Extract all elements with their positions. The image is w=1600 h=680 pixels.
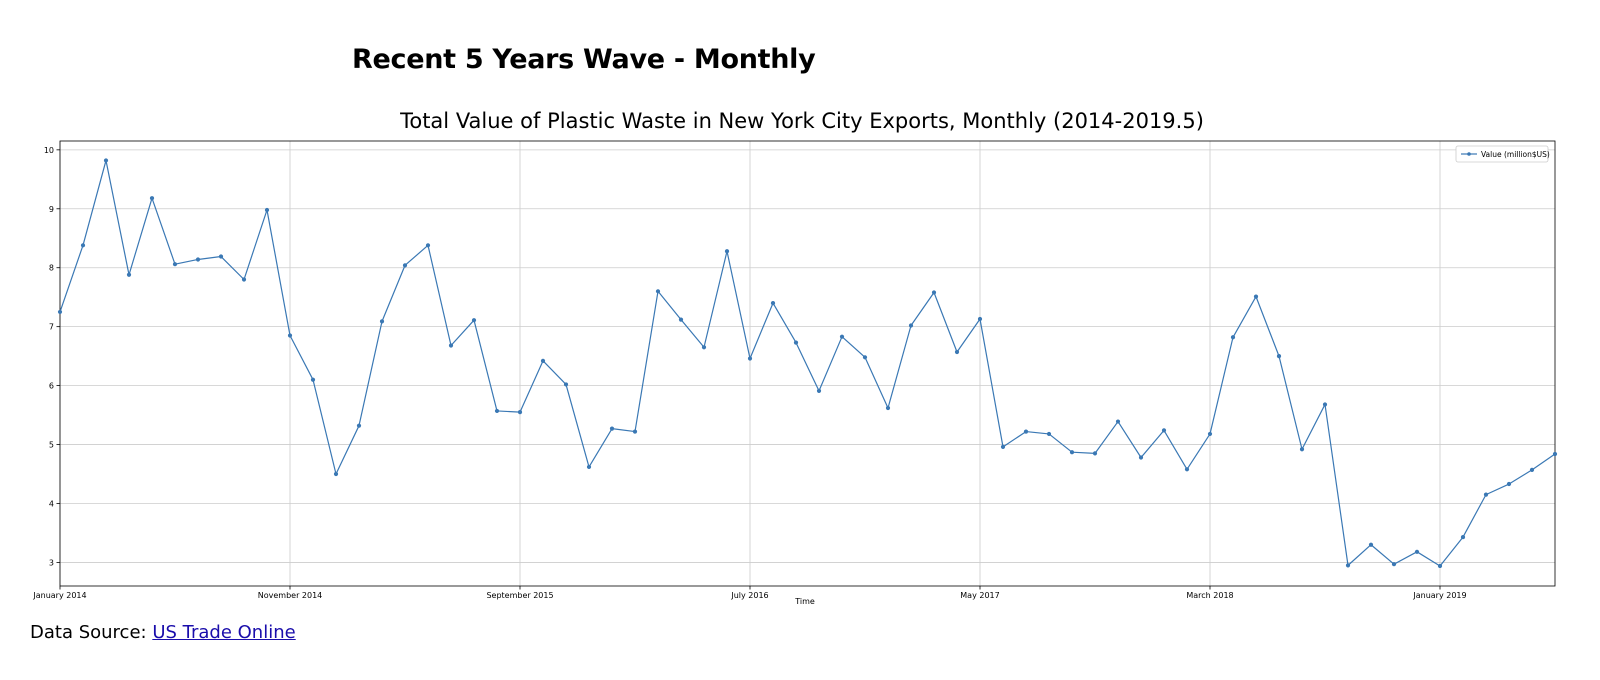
data-point xyxy=(1368,542,1374,547)
plot-area-frame xyxy=(59,140,1556,587)
data-point xyxy=(678,317,684,322)
data-point xyxy=(1276,354,1282,359)
x-axis-label: Time xyxy=(794,597,815,606)
axis-ticks: 3 4 5 6 7 8 9 10 January 2014 November 2014 Septem… xyxy=(32,146,1466,600)
data-point xyxy=(701,345,707,350)
data-point xyxy=(954,349,960,355)
data-point xyxy=(862,355,868,360)
data-point xyxy=(1552,451,1558,457)
data-point xyxy=(885,405,891,411)
x-tick-label: July 2016 xyxy=(730,591,768,600)
data-point xyxy=(1138,455,1144,460)
data-point xyxy=(908,323,914,328)
y-tick-label: 5 xyxy=(49,441,54,450)
data-point xyxy=(517,410,523,415)
data-point xyxy=(425,243,431,248)
data-point xyxy=(149,196,155,201)
data-point xyxy=(1092,451,1098,456)
monthly-export-line-chart: Total Value of Plastic Waste in New York… xyxy=(32,109,1558,606)
data-point xyxy=(540,358,546,363)
data-point xyxy=(1207,431,1213,437)
data-point xyxy=(655,289,661,294)
data-point xyxy=(126,272,132,277)
data-point xyxy=(333,471,339,477)
data-point xyxy=(1115,419,1121,424)
data-point xyxy=(1460,534,1466,540)
y-tick-label: 7 xyxy=(49,323,54,332)
data-point xyxy=(1391,562,1397,567)
data-point xyxy=(195,257,201,262)
data-point xyxy=(1069,450,1075,455)
data-point xyxy=(1483,492,1489,497)
chart-legend: Value (million$US) xyxy=(1455,145,1550,163)
chart-title: Total Value of Plastic Waste in New York… xyxy=(399,109,1204,133)
y-tick-label: 9 xyxy=(49,205,54,214)
data-point xyxy=(379,319,385,324)
data-point xyxy=(563,382,569,387)
data-point xyxy=(724,249,730,254)
data-point xyxy=(1184,467,1190,472)
data-point xyxy=(172,262,178,267)
data-point xyxy=(1046,431,1052,437)
data-point xyxy=(1023,429,1029,434)
data-point xyxy=(494,408,500,414)
data-point xyxy=(80,243,86,248)
y-tick-label: 6 xyxy=(49,382,54,391)
data-point xyxy=(57,309,63,315)
y-tick-label: 10 xyxy=(44,146,54,155)
data-point xyxy=(264,207,270,213)
us-trade-online-link[interactable]: US Trade Online xyxy=(152,622,296,643)
data-point xyxy=(1322,402,1328,407)
data-point xyxy=(931,290,937,295)
x-tick-label: November 2014 xyxy=(258,591,323,600)
data-point xyxy=(977,316,983,322)
data-point xyxy=(103,158,109,163)
data-point xyxy=(1253,294,1259,299)
data-point xyxy=(632,429,638,434)
data-point xyxy=(218,254,224,259)
data-source-prefix: Data Source: xyxy=(30,622,153,643)
legend-box xyxy=(1455,145,1549,163)
data-point xyxy=(471,318,477,323)
grid-lines xyxy=(59,141,1555,586)
data-point xyxy=(793,340,799,345)
legend-entry-label: Value (million$US) xyxy=(1481,150,1550,159)
legend-marker-sample xyxy=(1467,152,1471,156)
data-point xyxy=(287,333,293,338)
data-point xyxy=(586,464,592,470)
data-point xyxy=(1161,428,1167,433)
x-tick-label: May 2017 xyxy=(960,591,999,600)
y-tick-label: 4 xyxy=(49,499,54,508)
data-point xyxy=(1230,335,1236,340)
data-point xyxy=(1414,549,1420,554)
y-tick-label: 8 xyxy=(49,264,54,273)
data-point xyxy=(609,426,615,431)
series-line xyxy=(59,159,1556,567)
y-tick-label: 3 xyxy=(49,558,54,567)
data-point xyxy=(1437,563,1443,569)
data-point xyxy=(816,388,822,394)
data-point xyxy=(839,334,845,339)
x-tick-label: January 2019 xyxy=(1412,591,1466,600)
data-point xyxy=(1345,563,1351,568)
data-point xyxy=(1000,444,1006,449)
x-tick-label: March 2018 xyxy=(1186,591,1233,600)
series-layer xyxy=(57,158,1558,569)
x-tick-label: January 2014 xyxy=(32,591,86,600)
page-heading: Recent 5 Years Wave - Monthly xyxy=(352,44,816,75)
data-point xyxy=(241,277,247,282)
data-point xyxy=(1506,481,1512,487)
data-point xyxy=(747,356,753,361)
data-point xyxy=(356,423,362,428)
data-point xyxy=(770,300,776,306)
x-tick-label: September 2015 xyxy=(486,591,553,600)
data-point xyxy=(1529,467,1535,472)
data-point xyxy=(402,263,408,268)
data-point xyxy=(310,377,316,382)
data-point xyxy=(448,343,454,348)
data-source-line: Data Source: US Trade Online xyxy=(30,622,296,643)
data-point xyxy=(1299,447,1305,452)
